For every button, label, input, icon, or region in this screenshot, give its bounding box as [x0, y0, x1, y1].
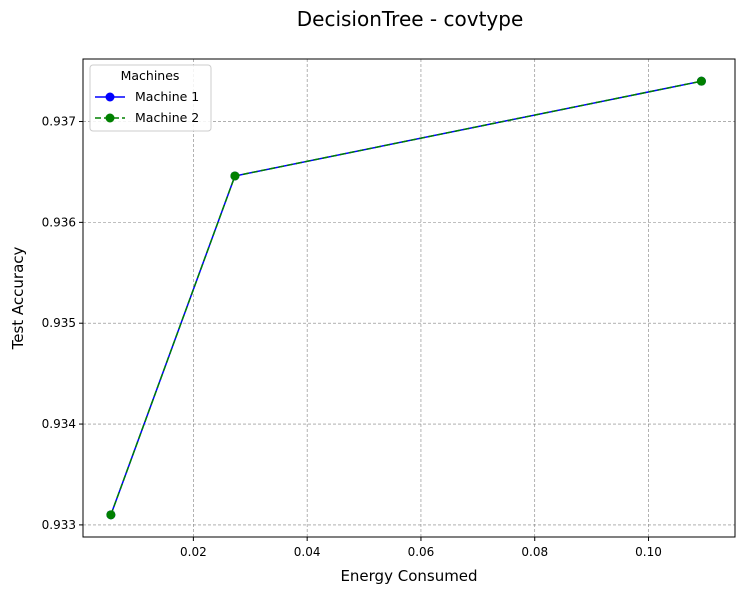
y-tick-label: 0.934 [42, 417, 76, 431]
x-tick-label: 0.06 [408, 545, 435, 559]
x-tick-label: 0.08 [521, 545, 548, 559]
y-tick-label: 0.936 [42, 215, 76, 229]
legend-box [89, 64, 212, 132]
data-point-machine-2 [696, 76, 706, 86]
grid-lines [83, 59, 735, 537]
legend-label-machine-1: Machine 1 [135, 89, 199, 104]
data-point-machine-2 [106, 510, 116, 520]
plot-area-frame [82, 58, 736, 538]
y-axis-label: Test Accuracy [9, 246, 27, 350]
legend: Machines Machine 1 Machine 2 [89, 64, 212, 132]
legend-marker-machine-2 [105, 113, 115, 123]
data-point-machine-2 [230, 171, 240, 181]
axis-ticks: 0.02 0.04 0.06 0.08 0.10 0.933 0.934 0.935 0.936… [42, 115, 662, 559]
y-tick-label: 0.937 [42, 115, 76, 129]
y-tick-label: 0.935 [42, 316, 76, 330]
legend-title: Machines [121, 68, 180, 83]
legend-marker-machine-1 [105, 92, 115, 102]
x-axis-label: Energy Consumed [340, 567, 477, 585]
y-tick-label: 0.933 [42, 518, 76, 532]
x-tick-label: 0.04 [294, 545, 321, 559]
legend-label-machine-2: Machine 2 [135, 110, 199, 125]
x-tick-label: 0.02 [180, 545, 207, 559]
series-layer [106, 76, 706, 520]
chart-title: DecisionTree - covtype [297, 7, 524, 31]
x-tick-label: 0.10 [635, 545, 662, 559]
